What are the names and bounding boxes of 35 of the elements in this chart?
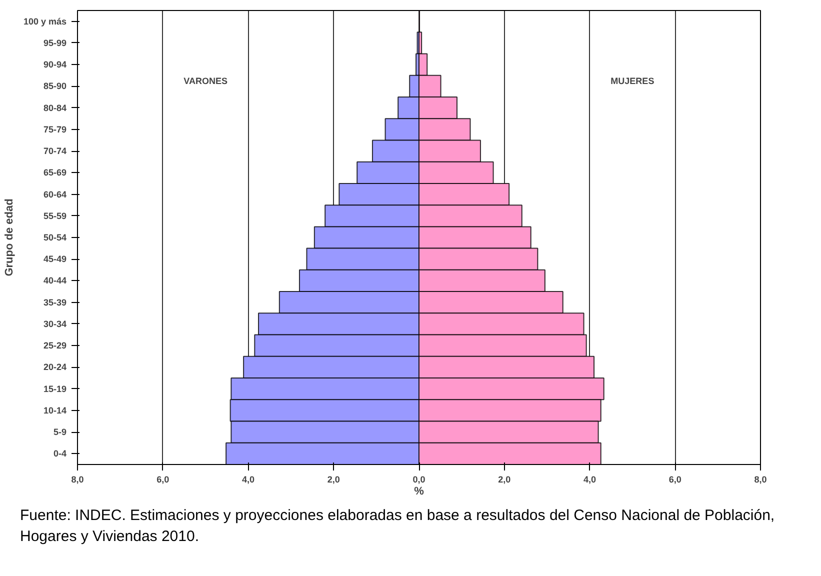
y-tick-label: 5-9: [53, 427, 67, 438]
annotation: MUJERES: [610, 76, 654, 86]
y-tick-label: 30-34: [43, 318, 67, 329]
y-tick-label: 55-59: [43, 210, 67, 221]
x-tick-label: 6,0: [156, 474, 170, 484]
y-tick-label: 0-4: [53, 448, 67, 459]
x-tick-label: 8,0: [71, 474, 84, 484]
x-tick-label: 6,0: [668, 474, 682, 484]
y-tick-label: 95-99: [43, 38, 67, 48]
y-tick-label: 25-29: [43, 340, 67, 351]
y-tick-label: 85-90: [43, 81, 67, 92]
y-tick-label: 15-19: [43, 384, 67, 394]
x-tick-label: 4,0: [242, 474, 255, 484]
y-tick-label: 10-14: [43, 405, 67, 416]
x-axis-title: %: [414, 486, 424, 498]
y-axis-title: Grupo de edad: [3, 198, 16, 276]
x-tick-label: 4,0: [583, 474, 596, 484]
x-tick-label: 0,0: [412, 474, 426, 484]
x-tick-label: 8,0: [754, 474, 767, 484]
y-tick-label: 75-79: [43, 124, 67, 134]
y-tick-label: 20-24: [43, 362, 67, 372]
y-tick-label: 65-69: [43, 168, 67, 178]
annotation: VARONES: [184, 76, 228, 86]
y-tick-label: 70-74: [43, 146, 67, 156]
x-tick-label: 2,0: [498, 474, 511, 484]
y-tick-label: 60-64: [43, 189, 67, 200]
y-tick-label: 80-84: [43, 102, 67, 113]
y-tick-label: 90-94: [43, 60, 67, 70]
y-tick-label: 40-44: [43, 276, 67, 286]
x-tick-label: 2,0: [327, 474, 340, 484]
y-tick-label: 35-39: [43, 297, 67, 308]
source-note: Fuente: INDEC. Estimaciones y proyecciones elaboradas en base a resultados del Censo Nacional de Población, Hogares y Viviendas 2010.: [20, 506, 776, 548]
y-tick-label: 45-49: [43, 254, 67, 264]
y-tick-label: 50-54: [43, 232, 67, 242]
y-tick-label: 100 y más: [23, 16, 67, 26]
